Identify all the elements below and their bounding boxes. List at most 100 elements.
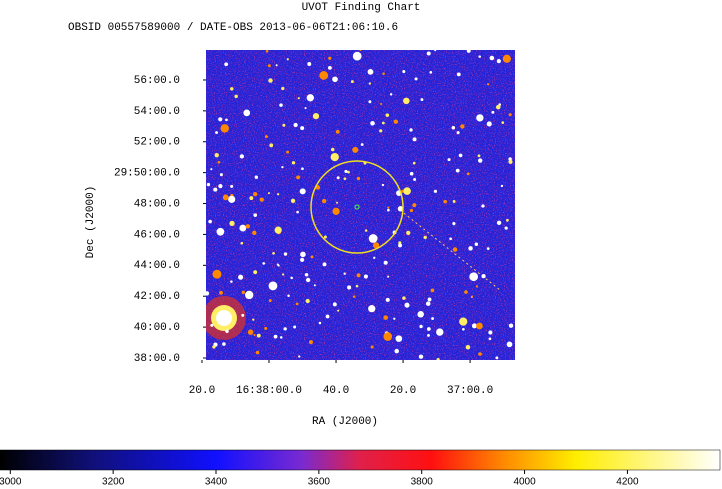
star: [279, 103, 283, 107]
star: [423, 235, 427, 240]
star: [430, 288, 435, 293]
star: [355, 284, 359, 288]
star: [305, 277, 311, 283]
star: [370, 121, 375, 126]
bright-core: [216, 310, 232, 326]
colorbar-tick-label: 3800: [411, 477, 434, 488]
star: [402, 296, 406, 300]
star: [397, 205, 404, 212]
star: [344, 169, 348, 174]
star: [319, 71, 329, 80]
star: [290, 276, 293, 280]
star: [336, 176, 340, 180]
star: [426, 51, 431, 56]
star: [350, 80, 354, 84]
star: [219, 290, 223, 295]
colorbar-gradient: [0, 449, 721, 471]
star: [230, 184, 234, 188]
star: [389, 93, 393, 96]
colorbar-tick-label: 3400: [205, 477, 228, 488]
star: [476, 114, 484, 122]
star: [459, 317, 468, 326]
star: [330, 152, 339, 162]
star: [252, 318, 255, 321]
star: [370, 345, 374, 349]
y-tick-label: 54:00.0: [134, 106, 180, 118]
star: [332, 76, 338, 83]
star: [486, 83, 490, 86]
star: [225, 329, 229, 333]
star: [286, 58, 289, 61]
star: [337, 309, 340, 312]
star: [229, 220, 235, 227]
star: [218, 183, 223, 189]
star: [458, 153, 463, 158]
colorbar-tick-label: 4200: [616, 477, 639, 488]
star: [431, 317, 435, 320]
star: [447, 158, 451, 162]
star: [368, 82, 372, 85]
star: [404, 302, 410, 308]
star: [412, 203, 417, 208]
star: [352, 146, 359, 153]
star: [394, 348, 399, 354]
star: [283, 327, 287, 331]
star: [265, 50, 269, 53]
star: [456, 131, 460, 135]
star: [279, 336, 283, 339]
star: [478, 55, 481, 58]
star: [508, 113, 512, 117]
star: [385, 297, 390, 302]
colorbar-tick-label: 3600: [308, 477, 331, 488]
star: [495, 356, 499, 360]
x-tick-label: 20.0: [390, 385, 416, 397]
star: [402, 70, 406, 74]
star: [460, 124, 465, 129]
colorbar: 3000 3200 3400 3600 3800 4000 4200: [0, 449, 721, 488]
star: [230, 87, 234, 91]
star: [343, 272, 346, 275]
star: [253, 270, 258, 275]
star: [305, 298, 310, 304]
star: [269, 143, 274, 148]
star: [476, 322, 483, 330]
star: [387, 208, 390, 212]
star: [429, 70, 433, 74]
star: [210, 323, 214, 327]
star: [286, 150, 290, 154]
star: [310, 255, 314, 259]
star: [273, 334, 278, 339]
star: [488, 337, 492, 341]
star: [230, 280, 233, 283]
star: [323, 235, 327, 239]
star: [347, 170, 350, 174]
star: [471, 295, 474, 298]
star: [213, 187, 218, 192]
star: [224, 62, 229, 67]
star: [373, 242, 380, 249]
sky-image: [206, 50, 515, 360]
star: [393, 317, 396, 320]
star: [208, 219, 212, 224]
star: [306, 94, 315, 102]
star: [259, 197, 264, 202]
star: [228, 195, 236, 203]
star: [318, 321, 322, 325]
star: [385, 113, 390, 117]
star: [282, 123, 286, 127]
star: [218, 117, 223, 122]
star: [253, 192, 258, 197]
star: [393, 119, 399, 124]
star: [419, 324, 423, 329]
star: [381, 183, 385, 187]
star: [244, 290, 254, 300]
star: [217, 160, 221, 164]
star: [504, 226, 508, 230]
star: [443, 199, 447, 204]
star: [281, 273, 285, 276]
star: [382, 72, 385, 75]
x-tick-label: 20.0: [189, 385, 215, 397]
y-tick-label: 44:00.0: [134, 260, 180, 272]
star: [452, 199, 456, 203]
star: [409, 128, 413, 132]
